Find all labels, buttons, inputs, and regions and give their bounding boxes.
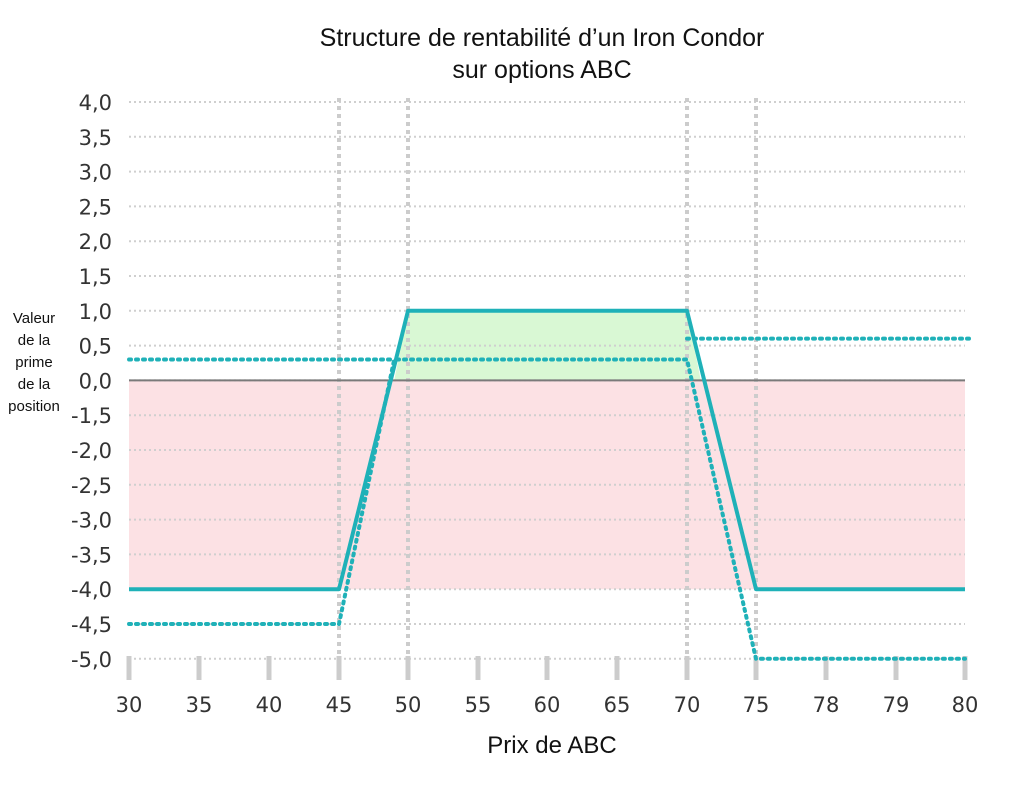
x-tick-label: 55 <box>465 693 492 717</box>
chart-title: Structure de rentabilité d’un Iron Condo… <box>319 24 765 52</box>
y-tick-label: 3,0 <box>79 161 112 185</box>
x-tick-label: 45 <box>326 693 353 717</box>
y-tick-label: 0,0 <box>79 369 112 393</box>
x-tick-label: 50 <box>395 693 422 717</box>
y-axis-label-line: position <box>8 398 60 415</box>
y-tick-label: 2,5 <box>79 195 112 219</box>
x-tick-label: 75 <box>743 693 770 717</box>
x-tick-label: 30 <box>116 693 143 717</box>
x-tick-label: 80 <box>952 693 979 717</box>
y-tick-label: 4,0 <box>79 91 112 115</box>
x-tick-label: 78 <box>813 693 840 717</box>
y-tick-label: 2,0 <box>79 230 112 254</box>
y-tick-label: 1,5 <box>79 265 112 289</box>
y-axis-label-line: de la <box>17 332 51 349</box>
y-tick-label: 1,0 <box>79 300 112 324</box>
chart-subtitle: sur options ABC <box>452 56 632 84</box>
series-line-solid <box>129 308 965 592</box>
y-axis-label: Valeur de la prime de la position <box>0 308 68 418</box>
profit-zone <box>394 310 701 381</box>
y-axis-label-line: de la <box>17 376 51 393</box>
series-line-dotted <box>127 357 967 661</box>
x-axis-label: Prix de ABC <box>487 732 617 759</box>
y-tick-label: 0,5 <box>79 335 112 359</box>
y-axis-label-line: prime <box>15 354 53 371</box>
y-tick-label: -1,5 <box>71 404 112 428</box>
x-tick-label: 65 <box>604 693 631 717</box>
x-tick-label: 40 <box>256 693 283 717</box>
x-tick-label: 35 <box>186 693 213 717</box>
y-axis-label-line: Valeur <box>12 310 56 327</box>
y-tick-label: -3,0 <box>71 509 112 533</box>
x-tick-label: 79 <box>883 693 910 717</box>
x-tick-label: 60 <box>534 693 561 717</box>
y-tick-label: -4,5 <box>71 613 112 637</box>
x-tick-label: 70 <box>674 693 701 717</box>
y-tick-label: -2,0 <box>71 439 112 463</box>
y-tick-label: 3,5 <box>79 126 112 150</box>
y-tick-label: -4,0 <box>71 578 112 602</box>
y-tick-label: -5,0 <box>71 648 112 672</box>
y-tick-label: -3,5 <box>71 543 112 567</box>
y-tick-label: -2,5 <box>71 474 112 498</box>
